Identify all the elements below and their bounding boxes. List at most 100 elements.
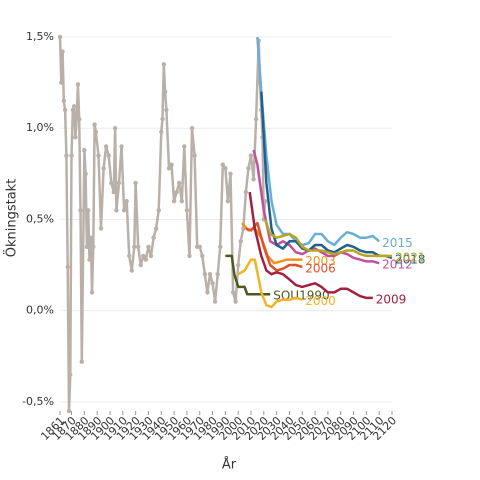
- history-point: [69, 153, 74, 158]
- history-point: [124, 198, 129, 204]
- history-point: [79, 359, 84, 364]
- history-point: [243, 189, 249, 195]
- projection-line: [263, 218, 392, 258]
- y-tick-label: 1,5%: [26, 30, 54, 43]
- history-point: [228, 171, 233, 177]
- history-point: [138, 262, 143, 268]
- history-point: [184, 208, 190, 213]
- history-point: [106, 153, 111, 158]
- history-point: [162, 89, 168, 94]
- history-point: [189, 126, 195, 131]
- projection-line: [225, 254, 271, 296]
- history-point: [212, 299, 218, 304]
- series-label: 2009: [376, 292, 407, 306]
- projection-line: [252, 149, 380, 265]
- history-point: [151, 235, 156, 240]
- history-point: [251, 177, 256, 182]
- history-point: [230, 290, 236, 295]
- history-point: [215, 271, 220, 277]
- history-point: [161, 62, 167, 67]
- series-label: 2018: [395, 252, 426, 266]
- history-point: [177, 180, 182, 186]
- history-point: [114, 208, 119, 213]
- history-point: [93, 129, 99, 135]
- history-point: [202, 271, 208, 277]
- history-point: [127, 253, 132, 259]
- history-point: [148, 253, 154, 259]
- history-point: [253, 116, 259, 122]
- projection-line: [237, 258, 303, 309]
- y-axis-title: Ökningstakt: [3, 179, 20, 258]
- history-point: [179, 198, 184, 204]
- history-point: [225, 198, 231, 204]
- y-tick-label: -0,5%: [22, 395, 54, 408]
- series-label: 2021: [395, 250, 426, 264]
- history-point: [111, 189, 117, 195]
- history-point: [112, 126, 118, 131]
- projection-line: [256, 36, 381, 247]
- history-point: [87, 257, 92, 262]
- history-point: [143, 257, 149, 262]
- history-point: [62, 107, 68, 113]
- history-point: [187, 253, 192, 259]
- history-point: [246, 166, 251, 171]
- series-label: 2003: [305, 254, 336, 268]
- history-point: [121, 208, 127, 213]
- history-point: [77, 116, 82, 122]
- history-point: [192, 153, 197, 158]
- history-point: [133, 180, 138, 186]
- history-point: [218, 244, 223, 250]
- history-point: [103, 144, 109, 149]
- history-point: [156, 208, 161, 213]
- history-point: [73, 135, 78, 140]
- history-point: [159, 129, 164, 135]
- history-point: [60, 49, 65, 54]
- history-point: [70, 107, 76, 113]
- history-point: [235, 262, 241, 268]
- history-point: [207, 271, 213, 277]
- series-label: 2006: [305, 261, 336, 275]
- history-point: [61, 98, 67, 104]
- history-point: [197, 244, 202, 250]
- history-point: [164, 107, 169, 113]
- history-point: [233, 299, 238, 304]
- projection-line: [260, 91, 393, 259]
- series-label: 2000: [305, 294, 336, 308]
- history-line: [58, 36, 267, 413]
- history-point: [57, 34, 63, 40]
- history-point: [88, 235, 93, 240]
- history-point: [210, 281, 215, 286]
- history-point: [91, 244, 96, 250]
- history-point: [174, 189, 179, 195]
- history-point: [135, 244, 141, 250]
- history-point: [68, 372, 73, 377]
- history-point: [82, 147, 87, 153]
- history-point: [262, 198, 268, 204]
- history-point: [205, 290, 210, 295]
- history-point: [223, 166, 228, 171]
- history-point: [78, 208, 83, 213]
- history-point: [169, 162, 174, 167]
- history-point: [109, 180, 114, 186]
- history-point: [182, 144, 187, 149]
- history-point: [160, 116, 165, 122]
- history-point: [220, 162, 225, 167]
- history-point: [71, 104, 77, 109]
- history-point: [75, 82, 81, 87]
- history-point: [132, 244, 137, 250]
- history-point: [59, 80, 64, 85]
- history-point: [141, 253, 146, 259]
- history-point: [129, 268, 134, 273]
- history-point: [84, 244, 90, 250]
- history-point: [238, 239, 243, 244]
- projection-line: [248, 191, 373, 300]
- history-point: [200, 253, 205, 259]
- history-point: [101, 166, 106, 171]
- history-point: [89, 290, 95, 295]
- history-point: [65, 264, 70, 270]
- history-point: [83, 171, 88, 177]
- history-point: [92, 122, 97, 127]
- history-point: [98, 226, 104, 231]
- series-label: 2015: [382, 236, 413, 250]
